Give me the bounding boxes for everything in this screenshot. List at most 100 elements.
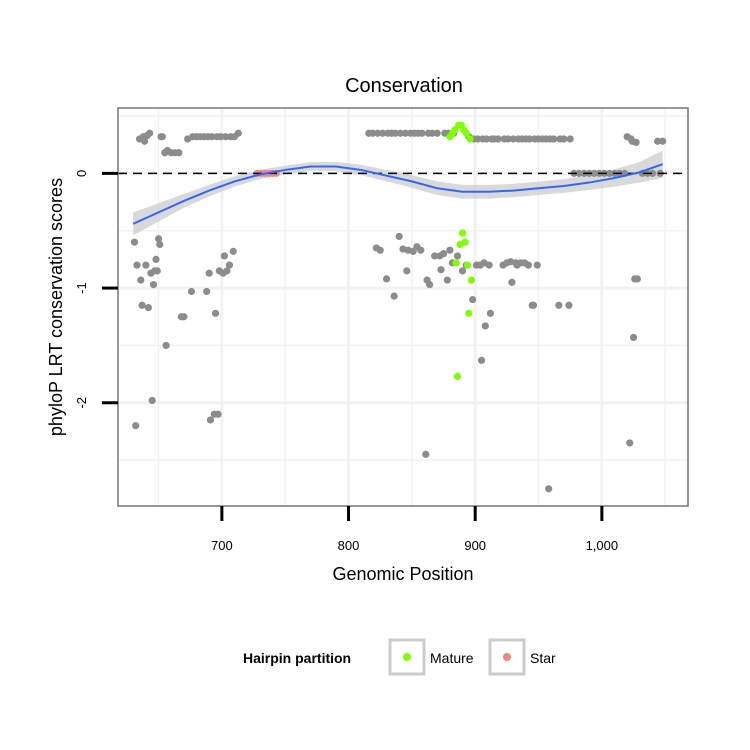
point-other — [629, 333, 638, 341]
legend-label: Mature — [430, 650, 474, 666]
point-other — [141, 137, 149, 145]
point-other — [439, 250, 448, 258]
point-other — [234, 129, 242, 137]
point-other — [222, 133, 230, 141]
point-other — [206, 416, 215, 424]
point-other — [477, 356, 486, 364]
point-other — [575, 169, 583, 177]
point-other — [545, 485, 553, 493]
x-axis-title: Genomic Position — [332, 564, 473, 584]
point-other — [148, 396, 156, 405]
point-other — [162, 341, 170, 350]
point-other — [481, 322, 489, 330]
legend-title: Hairpin partition — [243, 650, 351, 666]
legend-entry-mature: Mature — [388, 638, 474, 676]
point-other — [428, 129, 436, 137]
point-other — [144, 303, 152, 312]
point-other — [382, 275, 391, 283]
point-other — [220, 252, 228, 260]
point-other — [391, 129, 399, 137]
point-other — [555, 301, 563, 309]
point-other — [223, 267, 231, 275]
point-other — [369, 129, 377, 137]
point-mature — [458, 229, 467, 237]
point-other — [132, 422, 140, 430]
point-other — [458, 267, 467, 275]
point-other — [529, 301, 538, 309]
legend-swatch — [403, 653, 411, 661]
legend-swatch — [503, 653, 511, 661]
point-other — [485, 261, 493, 269]
point-other — [395, 232, 403, 241]
y-tick-label: 0 — [74, 170, 89, 177]
point-other — [446, 246, 454, 254]
legend-label: Star — [530, 650, 556, 666]
point-other — [153, 267, 161, 275]
point-other — [137, 276, 145, 284]
point-other — [225, 261, 234, 269]
point-other — [509, 135, 517, 143]
point-other — [217, 133, 225, 141]
point-other — [648, 169, 657, 177]
point-other — [632, 138, 640, 147]
point-mature — [453, 372, 462, 380]
x-tick-label: 800 — [338, 538, 360, 553]
legend: Hairpin partition Mature Star — [243, 638, 556, 676]
point-other — [486, 309, 494, 317]
point-other — [203, 287, 211, 296]
point-other — [469, 295, 477, 304]
point-other — [379, 129, 387, 137]
point-other — [175, 149, 183, 157]
point-other — [396, 129, 405, 137]
point-other — [524, 261, 533, 269]
point-mature — [462, 129, 470, 137]
point-other — [418, 129, 426, 137]
point-other — [417, 246, 425, 254]
point-mature — [465, 309, 473, 317]
plot-panel-border — [117, 107, 689, 507]
point-other — [633, 275, 641, 283]
point-other — [437, 266, 445, 274]
point-other — [494, 135, 502, 143]
point-other — [659, 137, 667, 145]
chart-title: Conservation — [345, 75, 463, 97]
point-mature — [467, 276, 475, 284]
point-other — [205, 269, 213, 277]
point-other — [550, 135, 558, 143]
point-mature — [466, 135, 474, 143]
point-other — [474, 135, 482, 143]
y-tick-label: -2 — [74, 397, 89, 409]
point-other — [431, 252, 439, 260]
data-points — [130, 121, 667, 493]
point-other — [149, 281, 158, 289]
point-other — [187, 287, 196, 296]
point-other — [566, 135, 574, 143]
x-tick-label: 700 — [211, 538, 233, 553]
point-mature — [461, 238, 469, 246]
point-other — [443, 276, 451, 284]
point-other — [180, 313, 188, 321]
point-other — [483, 135, 491, 143]
point-other — [590, 169, 598, 177]
point-other — [156, 240, 164, 249]
point-other — [152, 255, 160, 264]
y-tick-label: -1 — [74, 282, 89, 294]
point-mature — [464, 261, 472, 269]
point-other — [138, 301, 146, 309]
point-other — [158, 133, 166, 141]
legend-key — [388, 638, 426, 676]
point-other — [605, 169, 614, 177]
point-other — [401, 129, 410, 137]
point-other — [654, 137, 662, 145]
point-other — [626, 439, 634, 447]
x-tick-label: 900 — [464, 538, 486, 553]
point-other — [229, 247, 237, 255]
point-other — [533, 261, 541, 269]
point-other — [142, 261, 150, 269]
point-mature — [452, 259, 460, 267]
point-other — [433, 129, 441, 137]
point-other — [565, 301, 573, 309]
point-other — [154, 235, 163, 243]
point-other — [390, 292, 398, 300]
